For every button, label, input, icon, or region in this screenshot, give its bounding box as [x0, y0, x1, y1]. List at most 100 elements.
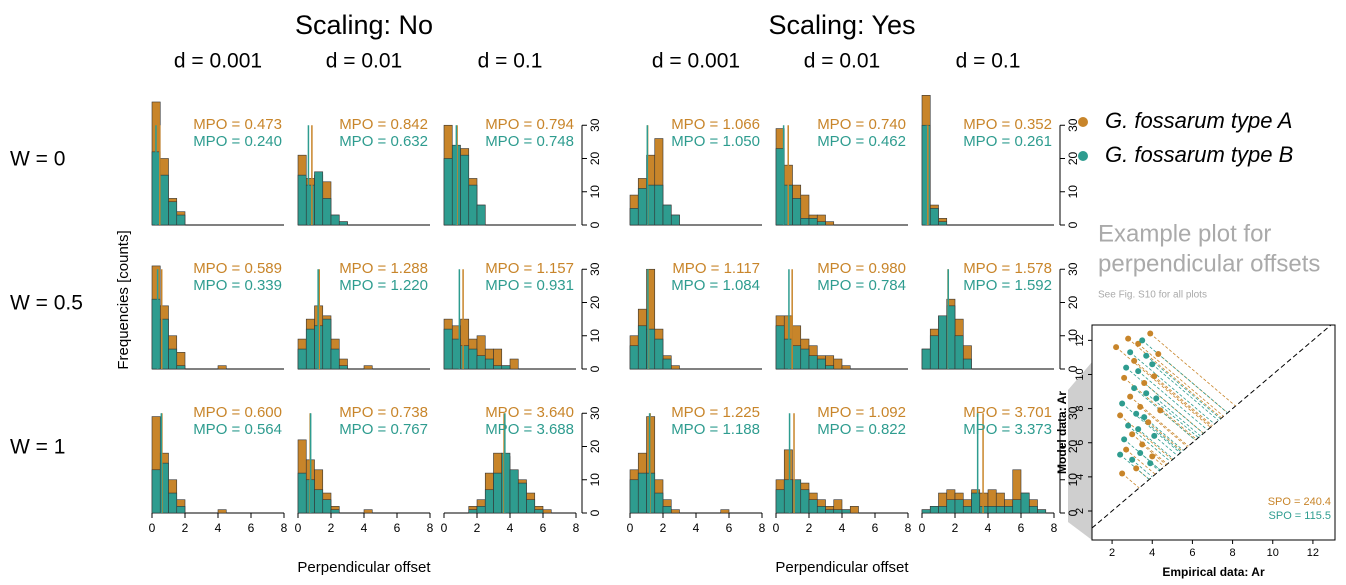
- mpo-label: MPO = 1.157: [485, 260, 574, 277]
- mpo-label: MPO = 0.261: [963, 133, 1052, 150]
- mpo-label: MPO = 3.688: [485, 421, 574, 438]
- bar: [629, 208, 639, 226]
- y-tick-label: 30: [1066, 406, 1080, 420]
- offset-line: [1141, 340, 1228, 414]
- point: [1125, 422, 1132, 429]
- x-tick-label: 0: [627, 521, 634, 535]
- mpo-label: MPO = 1.578: [963, 260, 1052, 277]
- y-tick-label: 8: [1074, 406, 1086, 412]
- mpo-label: MPO = 1.084: [671, 277, 760, 294]
- row-label: W = 0.5: [10, 292, 83, 315]
- x-axis-label: Perpendicular offset: [775, 559, 909, 576]
- point: [1135, 368, 1142, 375]
- legend-marker: [1078, 151, 1088, 161]
- bar: [637, 325, 647, 370]
- bar: [526, 499, 536, 514]
- spo-label: SPO = 115.5: [1269, 510, 1331, 522]
- column-header: d = 0.1: [478, 50, 543, 73]
- offset-line: [1131, 433, 1168, 465]
- bar: [792, 198, 802, 226]
- y-tick-label: 10: [588, 473, 602, 487]
- bar: [217, 365, 227, 370]
- mpo-label: MPO = 0.600: [193, 404, 282, 421]
- x-tick-label: 0: [773, 521, 780, 535]
- bar: [670, 214, 680, 226]
- y-tick-label: 20: [1066, 152, 1080, 166]
- bar: [1004, 506, 1014, 514]
- bar: [509, 469, 519, 514]
- y-tick-label: 6: [1074, 440, 1086, 446]
- bar: [833, 509, 843, 514]
- bar: [217, 509, 227, 514]
- offset-line: [1139, 452, 1161, 471]
- mpo-label: MPO = 1.066: [671, 116, 760, 133]
- group-title: Scaling: Yes: [768, 10, 915, 40]
- bar: [443, 328, 453, 370]
- offset-line: [1137, 370, 1208, 431]
- x-tick-label: 0: [149, 521, 156, 535]
- x-tick-label: 6: [1189, 547, 1195, 559]
- bar: [176, 365, 186, 370]
- bar: [921, 348, 931, 370]
- bar: [330, 214, 340, 226]
- bar: [841, 509, 851, 514]
- point: [1133, 410, 1140, 417]
- mpo-label: MPO = 0.794: [485, 116, 574, 133]
- point: [1119, 470, 1126, 477]
- bar: [979, 506, 989, 514]
- x-tick-label: 0: [295, 521, 302, 535]
- y-tick-label: 2: [1074, 508, 1086, 514]
- point: [1135, 340, 1142, 347]
- bar: [808, 218, 818, 226]
- bar: [833, 358, 843, 370]
- bar: [484, 358, 494, 370]
- offset-line: [1143, 416, 1184, 451]
- x-axis-label: Perpendicular offset: [297, 559, 431, 576]
- bar: [363, 365, 373, 370]
- bar: [363, 509, 373, 514]
- y-tick-label: 0: [588, 509, 602, 516]
- offset-line: [1137, 428, 1174, 460]
- mpo-label: MPO = 0.589: [193, 260, 282, 277]
- mpo-label: MPO = 0.980: [817, 260, 906, 277]
- row-label: W = 0: [10, 148, 65, 171]
- point: [1145, 419, 1152, 426]
- column-header: d = 0.01: [326, 50, 402, 73]
- y-tick-label: 10: [1074, 368, 1086, 380]
- y-tick-label: 0: [588, 365, 602, 372]
- x-tick-label: 4: [985, 521, 992, 535]
- group-title: Scaling: No: [295, 10, 433, 40]
- y-tick-label: 0: [1066, 221, 1080, 228]
- point: [1123, 364, 1130, 371]
- bar: [322, 318, 332, 370]
- point: [1121, 374, 1128, 381]
- x-tick-label: 8: [281, 521, 288, 535]
- bar: [468, 184, 478, 226]
- bar: [1028, 506, 1038, 514]
- bar: [662, 204, 672, 226]
- bar: [720, 509, 730, 514]
- bar: [775, 325, 785, 370]
- point: [1141, 414, 1148, 421]
- bar: [654, 184, 664, 226]
- mpo-label: MPO = 3.701: [963, 404, 1052, 421]
- bar: [954, 335, 964, 370]
- bar: [654, 492, 664, 514]
- x-tick-label: 8: [1051, 521, 1058, 535]
- offset-line: [1137, 343, 1224, 417]
- bar: [338, 365, 348, 370]
- bar: [493, 365, 503, 370]
- bar: [954, 499, 964, 514]
- bar: [314, 171, 324, 226]
- offset-line: [1125, 367, 1204, 434]
- offset-line: [1119, 454, 1150, 480]
- point: [1143, 352, 1150, 359]
- mpo-label: MPO = 0.462: [817, 133, 906, 150]
- bar: [297, 174, 307, 226]
- bar: [629, 479, 639, 514]
- mpo-label: MPO = 1.117: [672, 260, 760, 277]
- x-tick-label: 12: [1307, 547, 1319, 559]
- bar: [946, 499, 956, 514]
- x-tick-label: 6: [540, 521, 547, 535]
- point: [1117, 412, 1124, 419]
